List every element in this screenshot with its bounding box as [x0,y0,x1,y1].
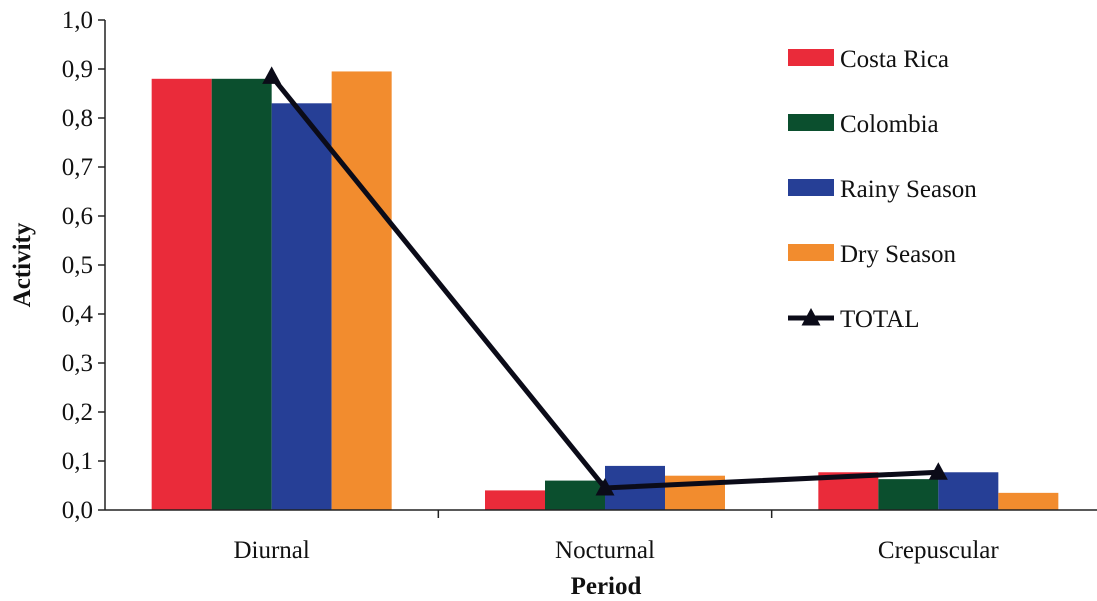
bar-costa-rica-diurnal [151,78,212,511]
legend-swatch-rainy-season [788,179,834,196]
y-axis-title: Activity [9,222,36,307]
y-tick-label: 0,8 [62,105,93,132]
y-tick-label: 0,5 [62,252,93,279]
legend-marker-total [801,308,821,326]
bar-rainy-season-diurnal [271,103,332,511]
bars [151,71,1059,511]
y-tick-label: 0,3 [62,350,93,377]
x-axis-labels: Diurnal Nocturnal Crepuscular [233,537,999,564]
y-tick-label: 0,2 [62,399,93,426]
y-tick-label: 1,0 [62,7,93,34]
axes [104,20,1097,518]
line-point-total [928,462,948,480]
y-tick-label: 0,1 [62,448,93,475]
x-category-label: Crepuscular [878,537,999,564]
legend-swatch-costa-rica [788,49,834,66]
y-tick-label: 0,6 [62,203,93,230]
y-tick-label: 0,7 [62,154,93,181]
legend-label-rainy-season: Rainy Season [840,176,977,203]
legend-label-costa-rica: Costa Rica [840,46,949,73]
legend: Costa Rica Colombia Rainy Season Dry Season… [788,46,977,333]
bar-dry-season-crepuscular [998,492,1059,510]
legend-swatch-colombia [788,114,834,131]
bar-colombia-crepuscular [878,479,939,510]
line-point-total [262,66,282,84]
legend-label-dry-season: Dry Season [840,241,956,268]
total-line [262,66,948,496]
bar-rainy-season-crepuscular [938,472,999,510]
bar-costa-rica-nocturnal [485,490,545,510]
y-axis-ticks: 0,0 0,1 0,2 0,3 0,4 0,5 0,6 0,7 0,8 0,9 1,0 [62,7,105,524]
x-category-label: Diurnal [233,537,309,564]
bar-colombia-diurnal [211,78,272,511]
line-point-total [595,477,615,496]
legend-swatch-dry-season [788,244,834,261]
legend-label-colombia: Colombia [840,111,939,138]
x-axis-title: Period [571,573,642,600]
y-tick-label: 0,4 [62,301,94,328]
y-tick-label: 0,9 [62,56,93,83]
x-category-label: Nocturnal [555,537,655,564]
bar-colombia-nocturnal [545,480,605,510]
y-tick-label: 0,0 [62,497,93,524]
bar-dry-season-diurnal [331,71,392,510]
legend-label-total: TOTAL [840,306,919,333]
